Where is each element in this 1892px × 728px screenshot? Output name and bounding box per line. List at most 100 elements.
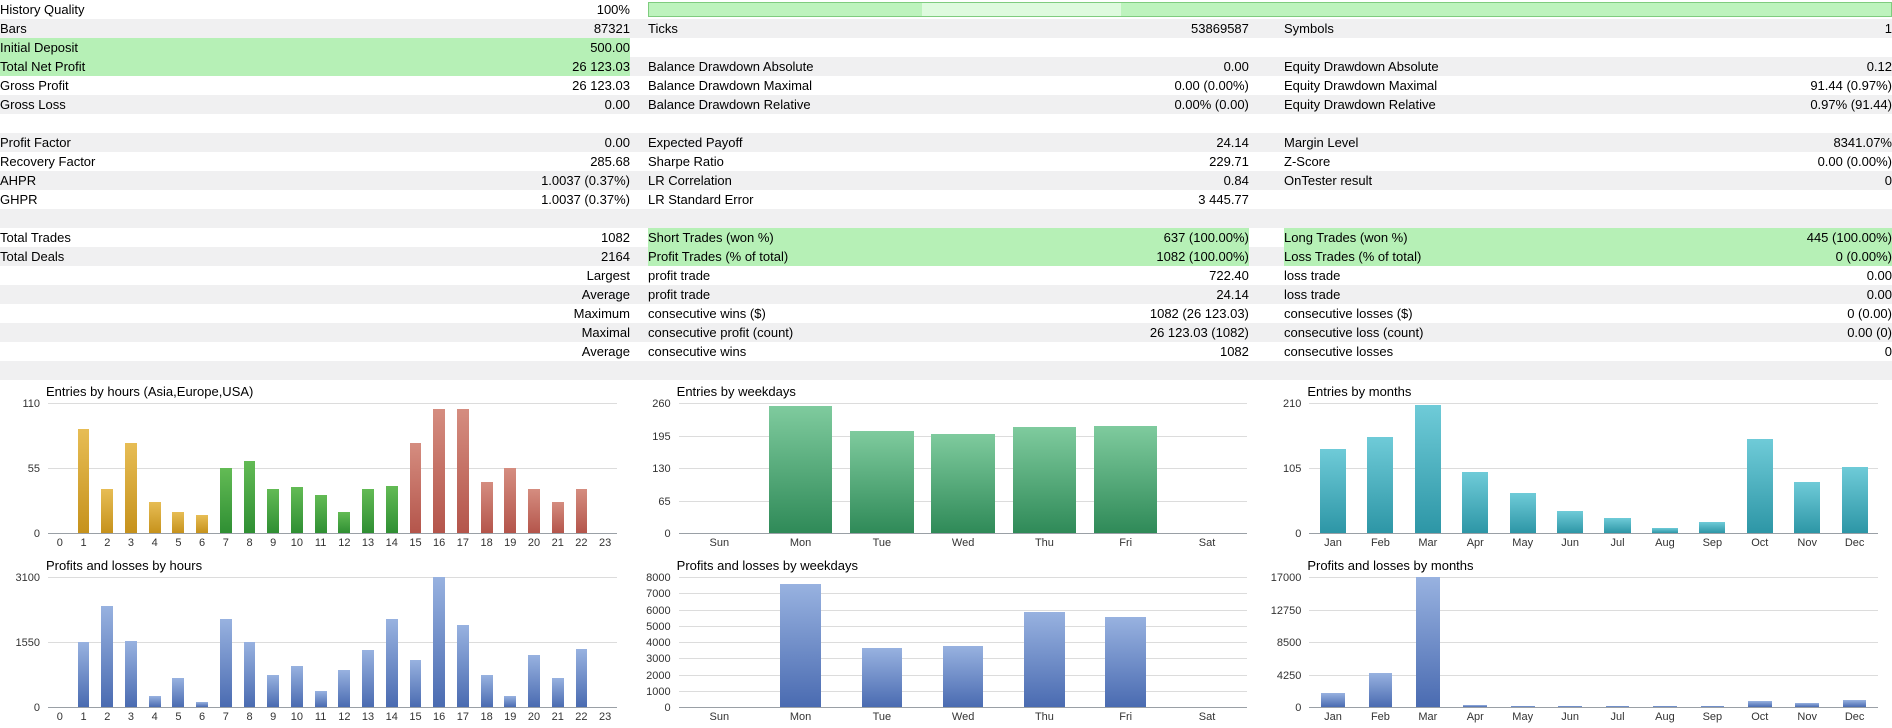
report-label: Gross Loss (0, 97, 66, 112)
report-value (953, 361, 1249, 380)
x-tick-label: 18 (480, 711, 493, 723)
report-value (1585, 361, 1892, 380)
gridline (48, 403, 617, 404)
chart-title: Entries by weekdays (676, 384, 796, 399)
x-tick-label: 2 (104, 537, 111, 549)
x-tick-label: 16 (433, 711, 446, 723)
bar (504, 695, 517, 707)
bar (219, 468, 232, 533)
bar (942, 646, 984, 707)
bar (504, 468, 517, 533)
bar (1700, 706, 1725, 707)
y-tick-label: 0 (1295, 528, 1302, 540)
report-row (0, 209, 1892, 228)
bar (1699, 521, 1726, 533)
bar (528, 489, 540, 533)
x-tick-label: 18 (480, 537, 493, 549)
report-spacer (630, 95, 648, 114)
report-value: 1 (1884, 21, 1892, 36)
history-quality-bar-cell (648, 0, 1892, 19)
report-value: 0.00 (1223, 59, 1249, 74)
report-value: 24.14 (1216, 135, 1249, 150)
report-spacer (1249, 342, 1284, 361)
report-label: Loss Trades (% of total) (1284, 247, 1585, 266)
report-value: 0 (0.00) (1847, 306, 1892, 321)
x-tick-label: Sep (1702, 537, 1723, 549)
report-spacer (1249, 190, 1284, 209)
report-value: 445 (100.00%) (1584, 228, 1892, 247)
x-tick-label: 0 (56, 537, 63, 549)
x-tick-label: 5 (175, 537, 182, 549)
chart-entries-by-months: Entries by months Jan Feb Mar Apr May Jun Jul Au… (1261, 380, 1892, 554)
x-tick-label: 22 (575, 711, 588, 723)
report-label: consecutive losses ($) (1284, 306, 1413, 321)
bar (291, 666, 303, 707)
report-label (1284, 361, 1585, 380)
report-row (0, 361, 1892, 380)
x-tick-label: 7 (222, 711, 229, 723)
report-spacer (630, 19, 648, 38)
chart-title: Entries by months (1307, 384, 1412, 399)
report-value: Largest (586, 268, 630, 283)
report-spacer (630, 0, 648, 19)
report-label (0, 323, 331, 342)
y-tick-label: 8500 (1276, 637, 1302, 649)
report-value (1585, 209, 1892, 228)
y-tick-label: 1550 (15, 637, 40, 649)
report-label: LR Correlation (648, 173, 732, 188)
report-label: Bars (0, 21, 27, 36)
report-label (1284, 114, 1585, 133)
y-tick-label: 4000 (646, 637, 671, 649)
report-value: 722.40 (1209, 268, 1249, 283)
y-tick-label: 8000 (646, 572, 671, 584)
report-spacer (630, 266, 648, 285)
x-tick-label: Mon (789, 537, 812, 549)
bar (1605, 706, 1630, 707)
x-tick-label: Sep (1702, 711, 1723, 723)
report-label (0, 209, 331, 228)
x-tick-label: Feb (1370, 711, 1390, 723)
report-value: 0.00 (1866, 268, 1892, 283)
report-spacer (630, 304, 648, 323)
report-spacer (630, 228, 648, 247)
chart-plot: Sun Mon Tue Wed Thu Fri Sat (678, 577, 1248, 723)
bar (314, 495, 327, 533)
report-spacer (1249, 114, 1284, 133)
bar (1509, 492, 1536, 533)
report-spacer (630, 209, 648, 228)
x-tick-label: 17 (456, 711, 469, 723)
x-tick-label: Nov (1797, 711, 1817, 723)
x-tick-label: Dec (1844, 537, 1865, 549)
report-label: Gross Profit (0, 78, 69, 93)
report-label: Margin Level (1284, 135, 1359, 150)
y-tick-label: 3100 (15, 572, 40, 584)
x-tick-label: Jun (1561, 537, 1579, 549)
gridline (48, 468, 617, 469)
report-value: 53869587 (1191, 21, 1249, 36)
y-tick-label: 105 (1282, 463, 1302, 475)
bar (456, 408, 469, 533)
report-spacer (1249, 247, 1284, 266)
x-tick-label: Thu (1034, 711, 1054, 723)
bar (409, 660, 422, 707)
report-value: 0.12 (1866, 59, 1892, 74)
history-quality-bar (648, 2, 1892, 17)
x-tick-label: Thu (1034, 537, 1054, 549)
report-label (648, 38, 953, 57)
x-tick-label: 5 (175, 711, 182, 723)
x-tick-label: 3 (127, 711, 135, 723)
report-value: 500.00 (331, 38, 630, 57)
report-value (953, 38, 1249, 57)
report-label (1284, 209, 1585, 228)
gridline (1309, 468, 1878, 469)
report-label: consecutive wins (648, 344, 747, 359)
report-table: History Quality 100% Bars 87321 Ticks 5386958… (0, 0, 1892, 380)
report-row: History Quality 100% (0, 0, 1892, 19)
y-tick-label: 2000 (646, 669, 671, 682)
report-row: AHPR 1.0037 (0.37%) LR Correlation 0.84 OnTe… (0, 171, 1892, 190)
y-tick-label: 0 (664, 528, 671, 540)
report-label: Balance Drawdown Absolute (648, 59, 814, 74)
x-tick-label: Aug (1655, 711, 1675, 723)
x-tick-label: Fri (1119, 711, 1133, 723)
bar (433, 577, 446, 707)
